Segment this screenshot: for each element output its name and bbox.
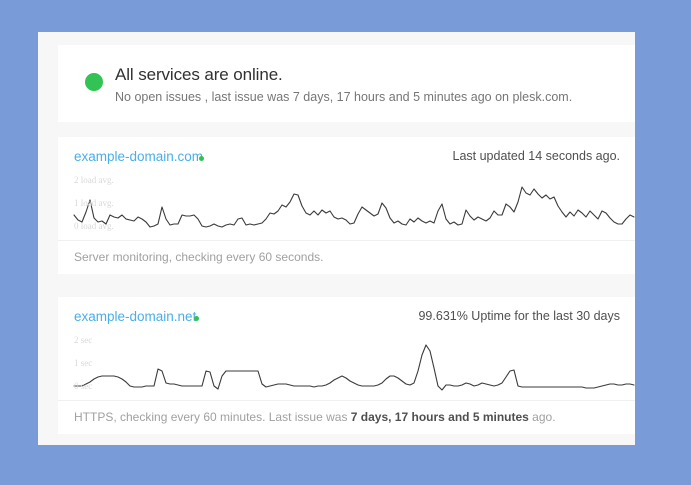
green-status-dot-icon <box>199 156 204 161</box>
green-status-dot-icon <box>85 73 103 91</box>
chart-series-load-avg <box>73 186 635 228</box>
status-title: All services are online. <box>115 65 283 84</box>
monitor-card-footer: HTTPS, checking every 60 minutes. Last i… <box>58 400 635 434</box>
load-average-chart: 2 load avg. 1 load avg. 0 load avg. <box>58 173 635 239</box>
domain-link-com[interactable]: example-domain.com <box>74 149 204 164</box>
monitor-card-example-domain-com: example-domain.com Last updated 14 secon… <box>58 137 635 274</box>
chart-series-response-time <box>73 344 635 391</box>
dashboard-page: All services are online. No open issues … <box>38 32 635 445</box>
status-summary-card: All services are online. No open issues … <box>58 45 635 122</box>
green-status-dot-icon <box>194 316 199 321</box>
footer-suffix: ago. <box>528 410 556 424</box>
monitor-card-footer: Server monitoring, checking every 60 sec… <box>58 240 635 274</box>
monitoring-info-text: HTTPS, checking every 60 minutes. Last i… <box>74 410 556 424</box>
domain-link-net[interactable]: example-domain.net <box>74 309 197 324</box>
response-time-chart: 2 sec 1 sec 0 sec <box>58 333 635 399</box>
y-axis-label-bottom: 0 sec <box>74 381 93 391</box>
chart-line-svg <box>73 186 635 228</box>
uptime-label: 99.631% Uptime for the last 30 days <box>418 309 620 323</box>
y-axis-label-top: 2 sec <box>74 335 93 345</box>
monitor-card-header: example-domain.com Last updated 14 secon… <box>58 137 635 179</box>
footer-prefix: HTTPS, checking every 60 minutes. Last i… <box>74 410 351 424</box>
monitor-card-example-domain-net: example-domain.net 99.631% Uptime for th… <box>58 297 635 434</box>
status-subtitle: No open issues , last issue was 7 days, … <box>115 90 573 104</box>
monitoring-info-text: Server monitoring, checking every 60 sec… <box>74 250 323 264</box>
monitor-card-header: example-domain.net 99.631% Uptime for th… <box>58 297 635 339</box>
last-updated-label: Last updated 14 seconds ago. <box>452 149 621 163</box>
footer-prefix: Server monitoring, checking every 60 sec… <box>74 250 324 264</box>
y-axis-label-middle: 1 sec <box>74 358 93 368</box>
y-axis-label-top: 2 load avg. <box>74 175 114 185</box>
y-axis-label-bottom: 0 load avg. <box>74 221 114 231</box>
chart-line-svg <box>73 344 635 391</box>
y-axis-label-middle: 1 load avg. <box>74 198 114 208</box>
footer-highlight: 7 days, 17 hours and 5 minutes <box>350 410 529 424</box>
